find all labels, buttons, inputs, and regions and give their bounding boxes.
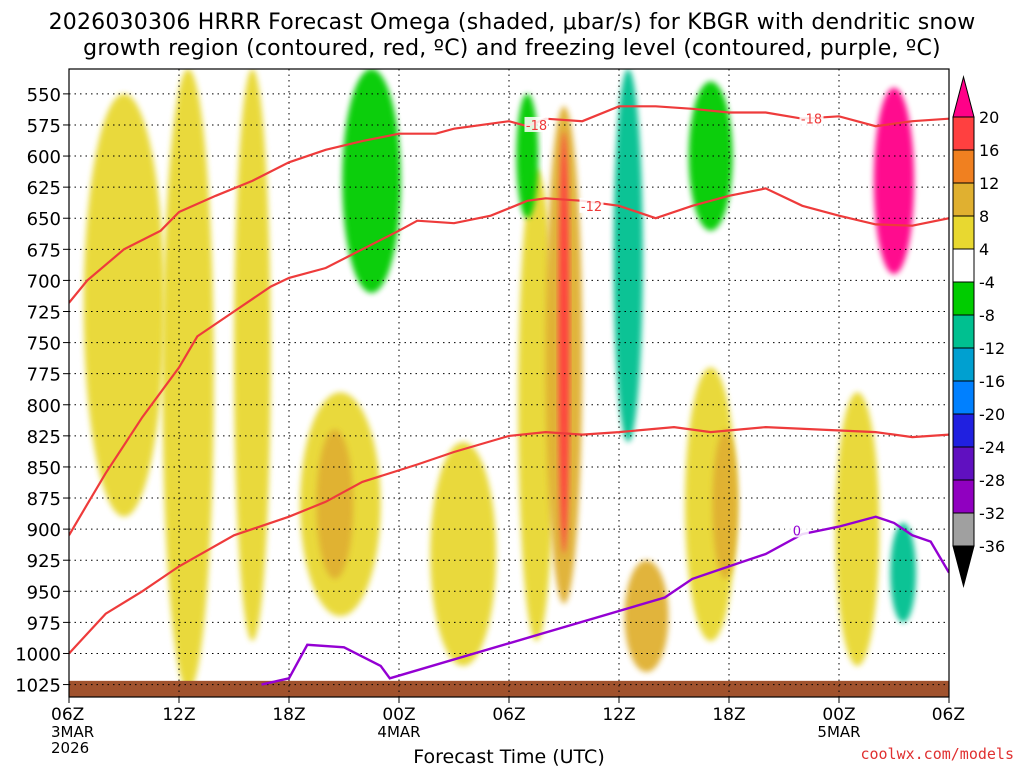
- x-year-label: 2026: [51, 739, 89, 757]
- y-tick-label-600: 600: [27, 147, 61, 168]
- x-tick-label-2: 18Z: [272, 705, 305, 725]
- dgz-contour-1: [69, 105, 949, 304]
- contour-label-bg-1: [799, 110, 824, 126]
- omega-region-w10: [624, 560, 669, 673]
- y-tick-label-825: 825: [27, 427, 61, 448]
- colorbar-segment-13: [952, 512, 975, 547]
- freezing-level-contour: [261, 515, 949, 686]
- y-tick-label-900: 900: [27, 520, 61, 541]
- colorbar-label-2: 12: [979, 174, 999, 193]
- y-tick-label-950: 950: [27, 582, 61, 603]
- grid-lines: [69, 69, 949, 697]
- x-tick-label-4: 06Z: [492, 705, 525, 725]
- colorbar-segment-10: [952, 413, 975, 448]
- colorbar-segment-5: [952, 248, 975, 283]
- colorbar-label-8: -16: [979, 372, 1005, 391]
- y-axis: 550 575 600 625 650 675 700 725 750 775 800 825 850 8…: [15, 85, 69, 697]
- colorbar-label-10: -24: [979, 438, 1005, 457]
- colorbar-segment-6: [952, 281, 975, 316]
- colorbar-segment-11: [952, 446, 975, 481]
- colorbar-label-3: 8: [979, 207, 989, 226]
- contour-label-2: -12: [581, 200, 602, 215]
- y-tick-label-1025: 1025: [15, 676, 61, 697]
- y-tick-label-975: 975: [27, 613, 61, 634]
- y-tick-label-750: 750: [27, 334, 61, 355]
- dgz-contour-2: [69, 187, 949, 536]
- colorbar-label-13: -36: [979, 537, 1005, 556]
- contour-label-0: -18: [526, 119, 547, 134]
- x-tick-label-6: 18Z: [712, 705, 745, 725]
- omega-region-g4: [688, 81, 733, 231]
- colorbar-label-7: -12: [979, 339, 1005, 358]
- x-tick-label-7: 00Z: [822, 705, 855, 725]
- colorbar-label-9: -20: [979, 405, 1005, 424]
- x-date-label-0: 3MAR: [51, 723, 94, 741]
- omega-region-w12: [712, 429, 739, 579]
- omega-region-w3: [234, 69, 271, 642]
- x-tick-label-8: 06Z: [932, 705, 965, 725]
- omega-region-w13: [835, 392, 880, 666]
- y-tick-label-800: 800: [27, 396, 61, 417]
- x-tick-label-0: 06Z: [51, 705, 84, 725]
- chart-title-line-2: growth region (contoured, red, ºC) and f…: [83, 36, 941, 61]
- credit-text: coolwx.com/models: [860, 745, 1014, 763]
- colorbar-label-0: 20: [979, 108, 999, 127]
- y-tick-label-675: 675: [27, 240, 61, 261]
- colorbar-segment-12: [952, 479, 975, 514]
- x-tick-label-1: 12Z: [162, 705, 195, 725]
- y-tick-label-550: 550: [27, 85, 61, 106]
- y-tick-label-1000: 1000: [15, 644, 61, 665]
- omega-region-g5: [890, 522, 917, 623]
- x-axis-label: Forecast Time (UTC): [413, 746, 604, 768]
- chart-title-line-1: 2026030306 HRRR Forecast Omega (shaded, …: [48, 10, 976, 35]
- contour-label-1: -18: [801, 113, 822, 128]
- contour-label-bg-2: [579, 197, 604, 213]
- colorbar-label-12: -32: [979, 504, 1005, 523]
- x-date-label-7: 5MAR: [817, 723, 860, 741]
- contour-lines: -18 -18 -12 0: [69, 105, 949, 686]
- colorbar-segment-9: [952, 380, 975, 415]
- y-tick-label-875: 875: [27, 489, 61, 510]
- x-tick-label-3: 00Z: [382, 705, 415, 725]
- colorbar-segment-7: [952, 314, 975, 349]
- omega-region-g1: [342, 69, 401, 293]
- omega-region-g3: [613, 69, 643, 443]
- omega-region-w14: [873, 87, 915, 275]
- ground-surface: [69, 680, 949, 697]
- colorbar-label-11: -28: [979, 471, 1005, 490]
- colorbar-top-arrow: [952, 75, 975, 118]
- colorbar-segment-3: [952, 182, 975, 217]
- y-tick-label-575: 575: [27, 116, 61, 137]
- y-tick-label-700: 700: [27, 271, 61, 292]
- contour-label-bg-0: [524, 116, 549, 132]
- colorbar-segment-1: [952, 116, 975, 151]
- colorbar-label-6: -8: [979, 306, 995, 325]
- y-tick-label-650: 650: [27, 209, 61, 230]
- contour-label-3: 0: [793, 524, 801, 539]
- colorbar-segment-2: [952, 149, 975, 184]
- omega-region-w2: [162, 69, 214, 691]
- y-tick-label-925: 925: [27, 551, 61, 572]
- colorbar: 20 16 12 8 4 -4 -8 -12 -16 -20 -24 -28 -32 -36: [952, 75, 1005, 588]
- dgz-contour-0: [69, 425, 949, 655]
- colorbar-segment-4: [952, 215, 975, 250]
- contour-label-bg-3: [784, 522, 809, 538]
- colorbar-label-1: 16: [979, 141, 999, 160]
- y-tick-label-850: 850: [27, 458, 61, 479]
- y-tick-label-775: 775: [27, 365, 61, 386]
- omega-region-w6: [430, 442, 497, 666]
- colorbar-label-5: -4: [979, 273, 995, 292]
- omega-region-w1: [83, 93, 165, 517]
- colorbar-segment-8: [952, 347, 975, 382]
- x-date-label-3: 4MAR: [377, 723, 420, 741]
- y-tick-label-625: 625: [27, 178, 61, 199]
- x-tick-label-5: 12Z: [602, 705, 635, 725]
- colorbar-label-4: 4: [979, 240, 989, 259]
- y-tick-label-725: 725: [27, 302, 61, 323]
- colorbar-bottom-arrow: [952, 545, 975, 588]
